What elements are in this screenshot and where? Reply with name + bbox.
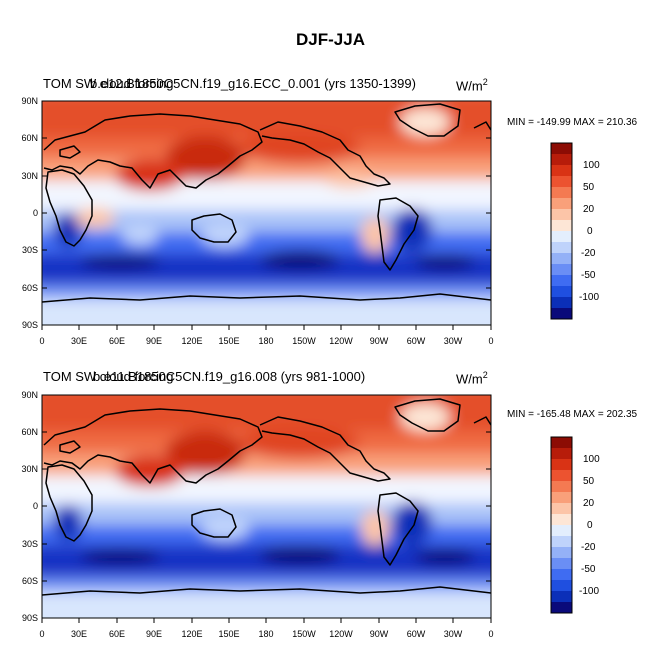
y-label-eq: 0 — [32, 208, 38, 218]
y-label-90s: 90S — [21, 320, 38, 330]
panel-2-graphics — [41, 394, 573, 623]
panel-2-units: W/m2 — [456, 370, 488, 387]
colorbar-2-label-100: 100 — [583, 454, 600, 465]
colorbar-1-label-0: 0 — [587, 226, 593, 237]
panel-1-minmax: MIN = -149.99 MAX = 210.36 — [507, 117, 638, 128]
colorbar-2-label-m50: -50 — [581, 564, 596, 575]
x-label-180: 180 — [258, 336, 274, 346]
panel-2-case-label: b.e11.B1850C5CN.f19_g16.008 (yrs 981-100… — [93, 369, 366, 384]
y-label-60s: 60S — [21, 283, 38, 293]
sw-cloud-forcing-field-2 — [42, 395, 491, 618]
x-label-30w-2: 30W — [443, 629, 463, 639]
x-label-120w-2: 120W — [329, 629, 353, 639]
x-label-90w: 90W — [369, 336, 389, 346]
colorbar-1-label-50: 50 — [583, 182, 595, 193]
y-label-30s-2: 30S — [21, 539, 38, 549]
x-label-90w-2: 90W — [369, 629, 389, 639]
y-label-30n-2: 30N — [21, 464, 38, 474]
panel-2-minmax: MIN = -165.48 MAX = 202.35 — [507, 409, 638, 420]
colorbar-1-label-100: 100 — [583, 160, 600, 171]
panel-1-graphics — [41, 100, 573, 330]
axis-ticks-2 — [41, 394, 492, 623]
x-label-150w: 150W — [292, 336, 316, 346]
colorbar-2-label-m100: -100 — [579, 586, 600, 597]
x-label-150e: 150E — [218, 336, 240, 346]
x-label-180-2: 180 — [258, 629, 274, 639]
map-panel-2: b.e11.B1850C5CN.f19_g16.008 (yrs 981-100… — [0, 363, 661, 663]
figure-title: DJF-JJA — [296, 30, 365, 49]
colorbar-2 — [550, 436, 573, 614]
colorbar-2-label-m20: -20 — [581, 542, 596, 553]
colorbar-2-label-20: 20 — [583, 498, 595, 509]
x-label-120e: 120E — [181, 336, 203, 346]
x-label-90e-2: 90E — [145, 629, 162, 639]
panel-1-case-label: b.e12.B1850C5CN.f19_g16.ECC_0.001 (yrs 1… — [90, 76, 416, 91]
colorbar-2-label-0: 0 — [587, 520, 593, 531]
x-label-60e-2: 60E — [108, 629, 125, 639]
x-label-30w: 30W — [443, 336, 463, 346]
x-label-30e-2: 30E — [70, 629, 87, 639]
colorbar-1-label-m50: -50 — [581, 270, 596, 281]
y-label-eq-2: 0 — [32, 501, 38, 511]
colorbar-2-label-50: 50 — [583, 476, 595, 487]
x-label-90e: 90E — [145, 336, 162, 346]
panel-2-variable-label: TOM SW cloud forcing — [43, 369, 174, 384]
x-label-60w: 60W — [406, 336, 426, 346]
panel-1-variable-label: TOM SW cloud forcing — [43, 76, 174, 91]
map-panel-1: b.e12.B1850C5CN.f19_g16.ECC_0.001 (yrs 1… — [0, 70, 661, 370]
x-label-120w: 120W — [329, 336, 353, 346]
x-label-0: 0 — [39, 336, 45, 346]
x-label-0-end: 0 — [488, 336, 494, 346]
y-label-90s-2: 90S — [21, 613, 38, 623]
y-label-60n-2: 60N — [21, 427, 38, 437]
x-label-60w-2: 60W — [406, 629, 426, 639]
y-label-90n-2: 90N — [21, 390, 38, 400]
x-label-60e: 60E — [108, 336, 125, 346]
axis-ticks — [41, 100, 492, 330]
colorbar-1-label-m100: -100 — [579, 292, 600, 303]
x-label-0-end-2: 0 — [488, 629, 494, 639]
x-label-150e-2: 150E — [218, 629, 240, 639]
coastlines — [42, 103, 491, 303]
panel-1-units: W/m2 — [456, 77, 488, 94]
x-label-120e-2: 120E — [181, 629, 203, 639]
y-label-60n: 60N — [21, 133, 38, 143]
y-label-60s-2: 60S — [21, 576, 38, 586]
x-label-0-2: 0 — [39, 629, 45, 639]
colorbar-1 — [550, 142, 573, 320]
x-label-30e: 30E — [70, 336, 87, 346]
y-label-30s: 30S — [21, 245, 38, 255]
coastlines-2 — [42, 398, 491, 596]
sw-cloud-forcing-field — [42, 101, 491, 325]
colorbar-1-label-m20: -20 — [581, 248, 596, 259]
y-label-30n: 30N — [21, 171, 38, 181]
x-label-150w-2: 150W — [292, 629, 316, 639]
y-label-90n: 90N — [21, 96, 38, 106]
colorbar-1-label-20: 20 — [583, 204, 595, 215]
